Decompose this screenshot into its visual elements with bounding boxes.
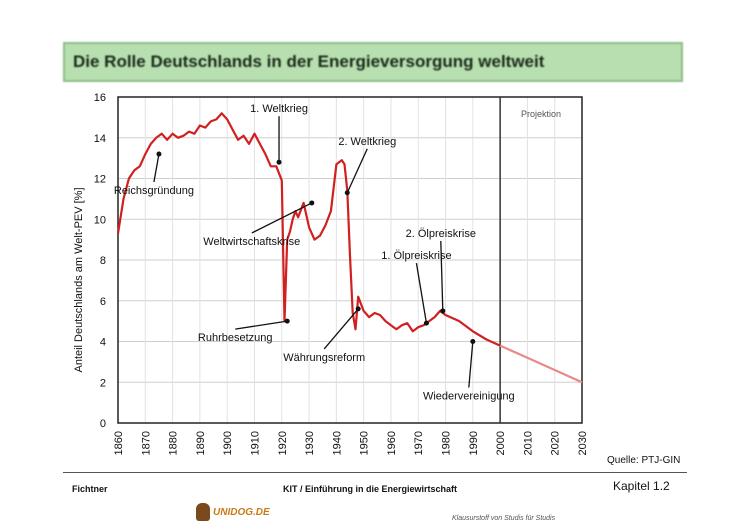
x-tick-label: 2000	[495, 431, 507, 455]
y-tick-label: 2	[100, 377, 106, 389]
annotation-arrow	[346, 148, 368, 194]
x-tick-label: 1940	[331, 431, 343, 455]
annotation-label: 1. Ölpreiskrise	[381, 250, 451, 262]
annotation-arrowhead	[440, 308, 446, 314]
annotations: Reichsgründung 1. Weltkrieg 2. Weltkrieg We…	[114, 103, 515, 402]
series-line	[499, 344, 583, 384]
source-note: Quelle: PTJ-GIN	[607, 455, 681, 466]
annotation-label: Weltwirtschaftskrise	[203, 236, 300, 248]
annotation-arrowhead	[355, 306, 361, 312]
x-tick-label: 1930	[304, 431, 316, 455]
y-tick-label: 0	[100, 418, 106, 430]
y-tick-label: 6	[100, 296, 106, 308]
footer-author: Fichtner	[72, 484, 108, 494]
annotation-label: 1. Weltkrieg	[250, 103, 308, 115]
axes: 0 2 4 6 8 10 12 14 16 1860 1870 1880 1890 1900 1910 192…	[73, 92, 589, 455]
x-tick-label: 1980	[441, 431, 453, 455]
x-tick-label: 1920	[277, 431, 289, 455]
logo-text: UNIDOG.DE	[213, 506, 270, 518]
y-tick-label: 16	[94, 92, 106, 104]
logo: UNIDOG.DE	[196, 503, 270, 521]
annotation-arrowhead	[284, 318, 290, 324]
annotation-arrowhead	[276, 159, 282, 165]
x-tick-label: 1970	[413, 431, 425, 455]
x-tick-label: 1910	[249, 431, 261, 455]
y-tick-label: 4	[100, 337, 106, 349]
annotation-arrowhead	[156, 151, 162, 157]
x-tick-label: 1960	[386, 431, 398, 455]
annotation-arrow	[235, 320, 288, 330]
y-tick-label: 14	[94, 133, 106, 145]
annotation-arrow	[323, 308, 359, 350]
annotation-arrow	[415, 263, 428, 324]
annotation-label: Wiedervereinigung	[423, 391, 515, 403]
x-tick-label: 1890	[195, 431, 207, 455]
x-tick-label: 2010	[522, 431, 534, 455]
slide-title: Die Rolle Deutschlands in der Energiever…	[63, 42, 683, 82]
footer-chapter: Kapitel 1.2	[613, 479, 670, 493]
annotation-arrowhead	[309, 200, 315, 206]
annotation-arrow	[468, 341, 474, 388]
watermark: Klausurstoff von Studis für Studis	[452, 515, 556, 522]
dog-icon	[196, 503, 210, 521]
annotation-arrowhead	[470, 339, 476, 344]
annotation-arrow	[251, 202, 313, 234]
annotation-arrow	[440, 240, 444, 311]
annotation-label: 2. Weltkrieg	[338, 136, 396, 148]
annotation-arrowhead	[423, 320, 429, 326]
y-tick-label: 10	[94, 214, 106, 226]
annotation-label: 2. Ölpreiskrise	[406, 228, 476, 240]
x-tick-label: 2020	[550, 431, 562, 455]
x-tick-label: 1900	[222, 431, 234, 455]
y-axis-label: Anteil Deutschlands am Welt-PEV [%]	[73, 187, 85, 372]
annotation-arrowhead	[344, 190, 350, 196]
annotation-arrow	[153, 153, 160, 183]
y-tick-label: 8	[100, 255, 106, 267]
annotation-label: Reichsgründung	[114, 185, 194, 197]
x-tick-label: 1950	[359, 431, 371, 455]
annotation-label: Währungsreform	[283, 352, 365, 364]
x-tick-label: 1990	[468, 431, 480, 455]
plot-frame	[117, 96, 583, 424]
x-tick-label: 1870	[140, 431, 152, 455]
x-tick-label: 1880	[168, 431, 180, 455]
footer-divider	[63, 472, 687, 473]
footer-course: KIT / Einführung in die Energiewirtschaf…	[283, 484, 458, 494]
projection-label: Projektion	[521, 109, 561, 119]
x-tick-label: 1860	[113, 431, 125, 455]
y-tick-label: 12	[94, 174, 106, 186]
annotation-label: Ruhrbesetzung	[198, 332, 273, 344]
x-tick-label: 2030	[577, 431, 589, 455]
grid	[118, 97, 582, 423]
